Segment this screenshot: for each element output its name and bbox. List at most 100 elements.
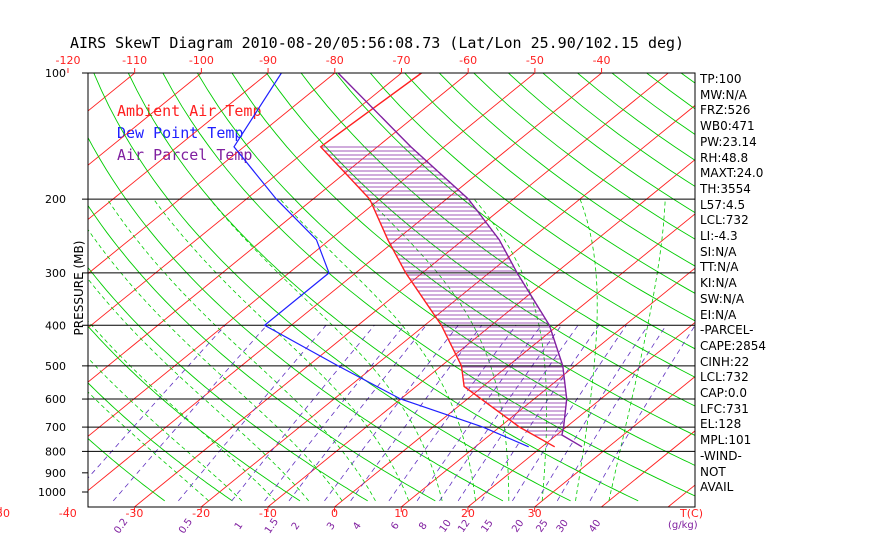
pressure-tick-label: 300	[45, 267, 66, 280]
top-temp-label: -80	[326, 54, 344, 67]
dry-adiabat-line	[88, 204, 436, 502]
isotherm-line	[88, 73, 402, 329]
isotherm-line	[88, 73, 336, 275]
dry-adiabat-line	[404, 73, 695, 294]
pressure-tick-label: 900	[45, 467, 66, 480]
bottom-temp-label: -50	[0, 507, 10, 520]
mixing-ratio-line	[439, 325, 562, 502]
bottom-temp-label: 0	[331, 507, 338, 520]
stability-index-item: LFC:731	[700, 401, 749, 416]
isotherm-line	[400, 267, 695, 507]
profile-series	[233, 73, 583, 448]
isotherm-line	[667, 484, 695, 507]
moist-adiabat-line	[88, 278, 310, 502]
pressure-tick-label: 100	[45, 67, 66, 80]
stability-index-item: SI:N/A	[700, 244, 737, 259]
mixing-ratio-label: 40	[587, 518, 603, 535]
pressure-tick-label: 600	[45, 393, 66, 406]
mixing-ratio-line	[589, 325, 695, 502]
mixing-ratio-line	[512, 325, 627, 502]
mixing-ratio-label: 30	[555, 518, 571, 535]
mixing-ratio-label: 15	[479, 518, 495, 535]
dry-adiabat-line	[369, 73, 695, 322]
mixing-ratio-line	[457, 325, 579, 502]
moist-adiabat-line	[575, 198, 598, 501]
mixing-ratio-line	[556, 325, 667, 502]
mixing-ratio-label: 12	[456, 518, 472, 535]
isotherm-line	[200, 104, 695, 507]
mixing-ratio-line	[536, 325, 649, 502]
stability-index-item: TT:N/A	[700, 260, 739, 275]
dry-adiabat-line	[750, 73, 870, 501]
mixing-ratio-label: 20	[510, 518, 526, 535]
moist-adiabat-line	[88, 228, 343, 502]
stability-index-item: EI:N/A	[700, 307, 737, 322]
pressure-tick-label: 400	[45, 319, 66, 332]
dry-adiabat-line	[646, 73, 695, 110]
dry-adiabat-line	[88, 382, 233, 502]
mixing-ratio-label: 10	[438, 518, 454, 535]
plot-border	[87, 72, 696, 508]
stability-index-item: AVAIL	[700, 480, 734, 495]
chart-title: AIRS SkewT Diagram 2010-08-20/05:56:08.7…	[70, 34, 685, 52]
moist-adiabat-line	[153, 198, 410, 502]
bottom-temp-label: -10	[259, 507, 277, 520]
pressure-tick-label: 800	[45, 445, 66, 458]
moist-adiabat-line	[279, 198, 476, 501]
stability-index-item: LCL:732	[700, 213, 749, 228]
isotherm-line	[88, 73, 202, 166]
isotherm-line	[267, 159, 695, 507]
mixing-ratio-unit-label: (g/kg)	[668, 520, 698, 531]
top-temp-label: -100	[189, 54, 214, 67]
stability-index-item: TP:100	[700, 72, 742, 86]
top-temp-label: -120	[55, 54, 80, 67]
x-axis-label: T(C)	[679, 507, 703, 520]
cape-hatching	[320, 146, 567, 436]
dry-adiabat-line	[438, 73, 695, 267]
mixing-ratio-line	[264, 325, 405, 502]
dry-adiabat-line	[819, 73, 870, 501]
bottom-temp-label: 20	[461, 507, 475, 520]
plot-frame	[87, 72, 696, 508]
pressure-tick-label: 200	[45, 193, 66, 206]
dry-adiabat-line	[88, 136, 504, 502]
mixing-ratio-lines	[88, 325, 695, 502]
stability-index-item: KI:N/A	[700, 276, 737, 291]
isotherm-line	[134, 73, 669, 507]
stability-index-item: SW:N/A	[700, 291, 745, 306]
mixing-ratio-label: 25	[534, 518, 550, 535]
moist-adiabat-line	[88, 391, 209, 502]
moist-adiabat-line	[367, 198, 510, 501]
bottom-temp-label: 10	[394, 507, 408, 520]
bottom-temp-label: -20	[192, 507, 210, 520]
mixing-ratio-label: 8	[417, 521, 430, 533]
stability-index-item: RH:48.8	[700, 150, 749, 165]
mixing-ratio-line	[178, 325, 327, 502]
isotherm-line	[88, 73, 536, 437]
series-dew-point	[233, 73, 529, 448]
isotherm-line	[88, 73, 135, 112]
bottom-temp-label: -30	[125, 507, 143, 520]
isotherm-line	[88, 73, 602, 492]
mixing-ratio-line	[88, 325, 226, 479]
stability-index-item: LCL:732	[700, 370, 749, 385]
bottom-temp-label: -40	[59, 507, 77, 520]
mixing-ratio-line	[416, 325, 542, 502]
stability-index-item: CAP:0.0	[700, 386, 747, 400]
mixing-ratio-line	[112, 325, 268, 502]
series-air-parcel	[337, 73, 583, 448]
mixing-ratio-line	[231, 325, 375, 502]
moist-adiabat-line	[608, 199, 666, 501]
moist-adiabat-line	[106, 198, 376, 502]
stability-index-item: -PARCEL-	[700, 323, 754, 338]
mixing-ratio-label: 1	[233, 520, 246, 532]
series-ambient-air	[319, 73, 556, 448]
pressure-tick-label: 1000	[38, 486, 66, 499]
isotherm-lines	[88, 73, 695, 507]
dry-adiabat-line	[508, 73, 695, 214]
mixing-ratio-label: 3	[325, 521, 338, 533]
legend-dew-point-temp: Dew Point Temp	[117, 124, 244, 142]
moist-adiabat-lines	[88, 198, 666, 502]
pressure-level-lines	[82, 72, 695, 493]
